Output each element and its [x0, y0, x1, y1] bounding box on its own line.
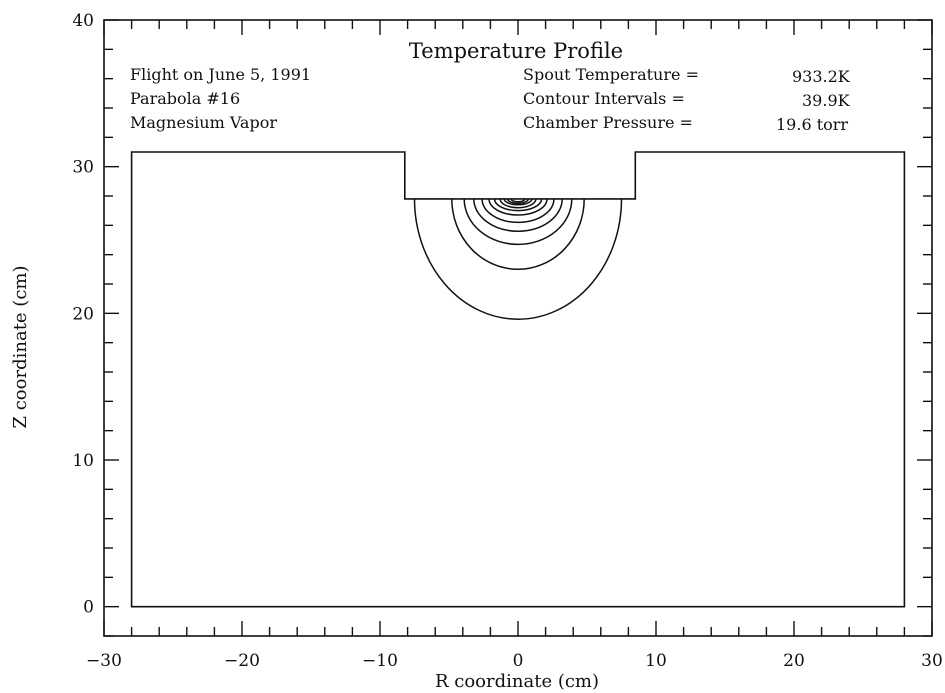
y-axis-label: Z coordinate (cm)	[10, 266, 31, 429]
x-axis-label: R coordinate (cm)	[435, 671, 599, 692]
annotation-vapor: Magnesium Vapor	[130, 113, 277, 132]
y-tick-label: 30	[72, 158, 94, 178]
annotation-pressure-value: 19.6 torr	[776, 115, 848, 134]
annotation-contour-interval-value: 39.9K	[802, 91, 851, 110]
chamber-outline-shape	[130, 151, 906, 608]
annotation-spout-temp-value: 933.2K	[792, 67, 851, 86]
x-tick-label: −30	[86, 651, 122, 671]
annotation-spout-temp-label: Spout Temperature =	[523, 65, 699, 84]
chart-title: Temperature Profile	[409, 39, 623, 63]
x-tick-label: −20	[224, 651, 260, 671]
contour-line-3	[463, 198, 573, 246]
contour-line-6	[488, 198, 548, 216]
contour-line-10	[506, 198, 530, 205]
x-tick-label: −10	[362, 651, 398, 671]
y-tick-label: 10	[72, 451, 94, 471]
x-tick-label: 20	[783, 651, 805, 671]
contour-line-5	[481, 198, 555, 224]
x-tick-label: 30	[921, 651, 943, 671]
contour-line-7	[493, 198, 543, 212]
contour-line-2	[451, 198, 585, 271]
contour-line-9	[503, 198, 533, 206]
temperature-contours	[413, 198, 623, 320]
contour-line-8	[499, 198, 537, 209]
chamber-outline	[130, 151, 906, 608]
y-tick-label: 20	[72, 304, 94, 324]
axis-ticks	[103, 19, 933, 637]
y-tick-label: 0	[83, 598, 94, 618]
y-tick-label: 40	[72, 11, 94, 31]
x-tick-label: 10	[645, 651, 667, 671]
annotation-contour-interval-label: Contour Intervals =	[523, 89, 685, 108]
annotation-pressure-label: Chamber Pressure =	[523, 113, 693, 132]
annotation-parabola: Parabola #16	[130, 89, 240, 108]
x-tick-label: 0	[513, 651, 524, 671]
contour-line-1	[413, 198, 623, 320]
axis-tick-labels: −30 −20 −10 0 10 20 30 0 10 20 30 40	[72, 11, 942, 671]
annotation-flight: Flight on June 5, 1991	[130, 65, 311, 84]
contour-line-11	[510, 198, 526, 203]
contour-line-4	[473, 198, 563, 232]
